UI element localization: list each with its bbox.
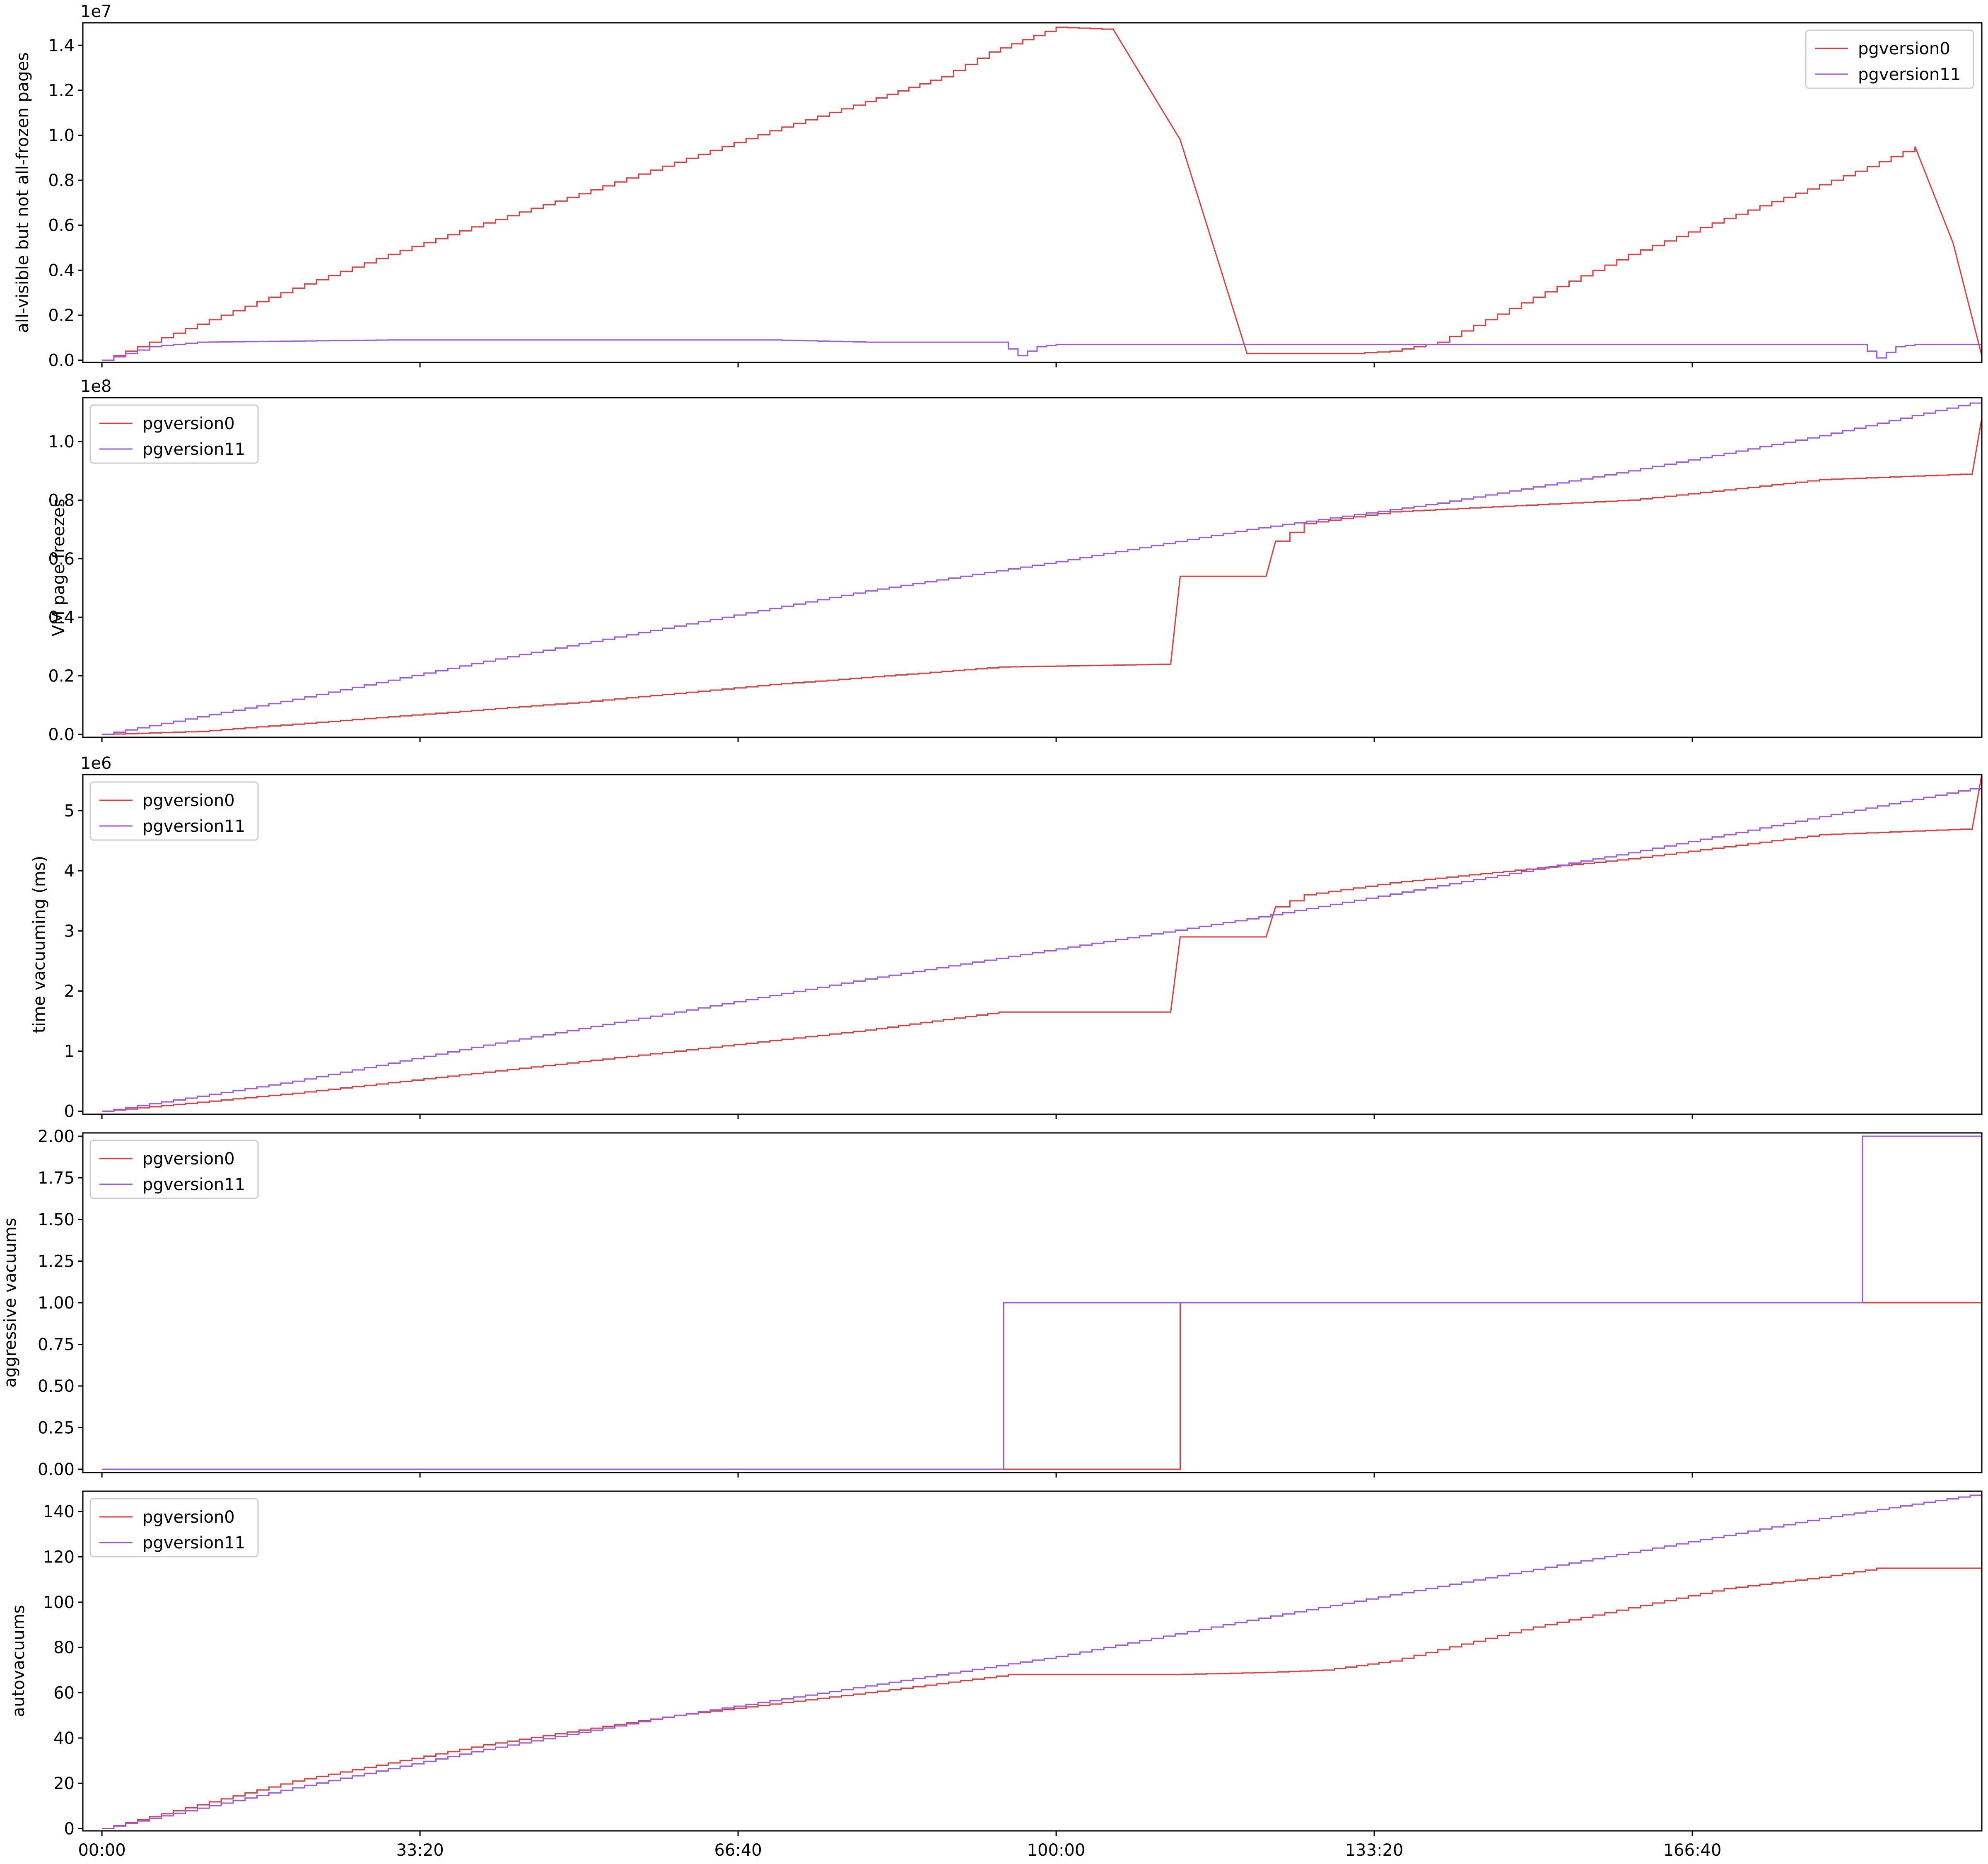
legend: pgversion0 pgversion11 (89, 1140, 259, 1199)
y-tick-label: 1.50 (38, 1210, 75, 1229)
y-tick-label: 0.2 (48, 667, 75, 686)
y-tick-label: 4 (64, 862, 75, 881)
legend: pgversion0 pgversion11 (89, 404, 259, 464)
y-tick-label: 0.50 (38, 1377, 75, 1396)
panel-2: 0.0 0.2 0.4 0.6 0.8 1.0 VM page freezes 1e8 pgve… (48, 377, 1983, 744)
plot-frame (82, 774, 1983, 1115)
y-tick-label: 0.75 (38, 1335, 75, 1354)
legend-label-pgversion0: pgversion0 (142, 1508, 235, 1527)
y-tick-label: 0.0 (48, 725, 75, 744)
legend-label-pgversion0: pgversion0 (142, 1149, 235, 1169)
y-axis-label: autovacuums (9, 1605, 28, 1717)
y-tick-label: 3 (64, 922, 75, 941)
x-tick-label: 166:40 (1663, 1841, 1722, 1860)
y-tick-label: 0.2 (48, 306, 75, 325)
x-tick-label: 00:00 (78, 1841, 125, 1860)
legend-label-pgversion11: pgversion11 (142, 1533, 245, 1553)
series-line-pgversion0 (102, 418, 1982, 735)
y-tick-label: 80 (53, 1638, 75, 1657)
y-axis-label: VM page freezes (49, 499, 68, 637)
y-tick-label: 5 (64, 802, 75, 821)
y-tick-label: 20 (53, 1774, 75, 1793)
series-line-pgversion0 (102, 1566, 1982, 1829)
legend-label-pgversion11: pgversion11 (142, 440, 245, 459)
plot-frame (82, 1490, 1983, 1832)
y-axis-label: all-visible but not all-frozen pages (13, 52, 32, 333)
series-group (102, 1493, 1982, 1829)
series-line-pgversion11 (102, 401, 1982, 735)
y-tick-label: 0.0 (48, 351, 75, 370)
y-tick-label: 40 (53, 1729, 75, 1748)
legend-label-pgversion11: pgversion11 (142, 817, 245, 836)
y-tick-label: 1.4 (48, 36, 75, 55)
legend: pgversion0 pgversion11 (89, 781, 259, 841)
y-offset-label: 1e6 (80, 754, 112, 773)
y-tick-label: 100 (43, 1593, 75, 1612)
legend-label-pgversion11: pgversion11 (142, 1175, 245, 1194)
y-tick-label: 0.6 (48, 216, 75, 235)
y-tick-label: 0.25 (38, 1418, 75, 1437)
legend-label-pgversion0: pgversion0 (1858, 39, 1950, 58)
series-group (102, 401, 1982, 735)
y-tick-label: 2 (64, 982, 75, 1001)
y-tick-label: 1.00 (38, 1294, 75, 1313)
legend: pgversion0 pgversion11 (89, 1498, 259, 1557)
y-tick-label: 0.4 (48, 261, 75, 280)
plot-frame (82, 22, 1983, 363)
panel-4: 0.00 0.25 0.50 0.75 1.00 1.25 1.50 1.75 2.00 aggr… (1, 1127, 1983, 1479)
y-tick-label: 1.25 (38, 1252, 75, 1271)
series-line-pgversion11 (102, 787, 1982, 1112)
series-group (102, 1135, 1982, 1470)
y-tick-label: 0.8 (48, 491, 75, 510)
x-tick-label: 100:00 (1027, 1841, 1086, 1860)
y-tick-label: 140 (43, 1502, 75, 1521)
y-tick-label: 0 (64, 1102, 75, 1121)
y-tick-label: 120 (43, 1548, 75, 1567)
legend-label-pgversion11: pgversion11 (1858, 65, 1961, 84)
x-tick-label: 33:20 (396, 1841, 444, 1860)
series-group (102, 775, 1982, 1112)
legend-label-pgversion0: pgversion0 (142, 414, 235, 433)
y-tick-label: 60 (53, 1684, 75, 1703)
y-tick-label: 0.00 (38, 1460, 75, 1479)
y-tick-label: 1.75 (38, 1169, 75, 1188)
panel-5: 020406080100120140autovacuumspgversion0p… (9, 1490, 1983, 1860)
y-tick-label: 1.0 (48, 432, 75, 452)
series-line-pgversion11 (102, 1135, 1982, 1470)
y-axis-label: time vacuuming (ms) (30, 856, 49, 1033)
y-tick-label: 1.0 (48, 126, 75, 145)
series-line-pgversion0 (102, 775, 1982, 1112)
legend: pgversion0 pgversion11 (1805, 29, 1974, 89)
series-line-pgversion11 (102, 339, 1982, 361)
y-offset-label: 1e8 (80, 377, 112, 396)
y-tick-label: 1.2 (48, 81, 75, 100)
y-tick-label: 2.00 (38, 1127, 75, 1146)
y-offset-label: 1e7 (80, 2, 112, 21)
y-tick-label: 1 (64, 1042, 75, 1061)
x-tick-label: 133:20 (1345, 1841, 1404, 1860)
y-axis-label: aggressive vacuums (1, 1218, 20, 1388)
y-tick-label: 0.4 (48, 608, 75, 627)
x-tick-label: 66:40 (714, 1841, 762, 1860)
y-tick-label: 0.8 (48, 171, 75, 190)
panel-1: 0.0 0.2 0.4 0.6 0.8 1.0 1.2 1.4 all-visible but … (13, 2, 1983, 370)
series-line-pgversion11 (102, 1493, 1982, 1829)
plot-frame (82, 397, 1983, 738)
y-tick-label: 0.6 (48, 550, 75, 569)
y-tick-label: 0 (64, 1820, 75, 1839)
series-group (102, 27, 1982, 361)
series-line-pgversion0 (102, 27, 1982, 361)
legend-label-pgversion0: pgversion0 (142, 791, 235, 810)
